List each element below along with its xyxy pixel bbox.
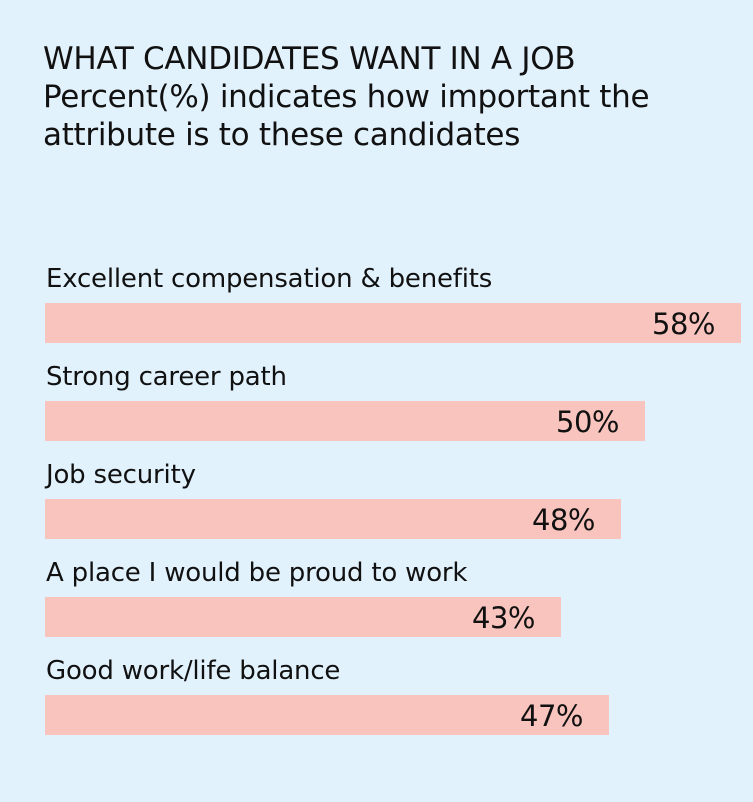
category-label: Excellent compensation & benefits bbox=[46, 264, 492, 294]
bar bbox=[45, 401, 645, 441]
bar bbox=[45, 499, 621, 539]
value-label: 47% bbox=[520, 699, 583, 733]
category-label: Good work/life balance bbox=[46, 656, 340, 686]
value-label: 43% bbox=[472, 601, 535, 635]
chart-subtitle: Percent(%) indicates how important the a… bbox=[43, 79, 650, 153]
category-label: Strong career path bbox=[46, 362, 287, 392]
value-label: 58% bbox=[652, 307, 715, 341]
category-label: Job security bbox=[44, 460, 196, 490]
bar bbox=[45, 303, 741, 343]
chart-header: WHAT CANDIDATES WANT IN A JOB Percent(%)… bbox=[43, 40, 743, 154]
chart-title: WHAT CANDIDATES WANT IN A JOB bbox=[43, 41, 576, 77]
value-label: 48% bbox=[532, 503, 595, 537]
bar bbox=[45, 695, 609, 735]
category-label: A place I would be proud to work bbox=[46, 558, 467, 588]
bar bbox=[45, 597, 561, 637]
value-label: 50% bbox=[556, 405, 619, 439]
